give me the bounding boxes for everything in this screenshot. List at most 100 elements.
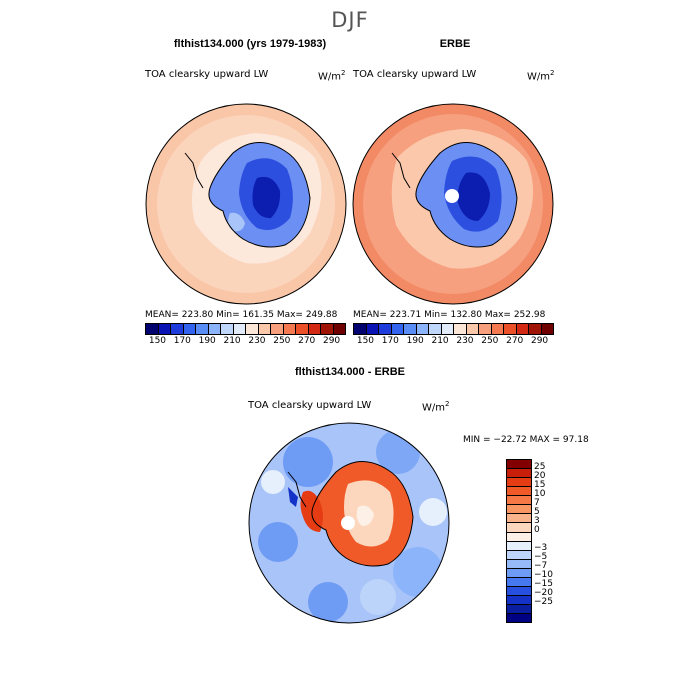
panel-title-diff: flthist134.000 - ERBE <box>294 366 406 378</box>
colorbar-tick-label: 210 <box>431 336 449 346</box>
colorbar-tick-label: 170 <box>173 336 191 346</box>
colorbar-swatch <box>183 324 196 334</box>
variable-label-diff: TOA clearsky upward LW <box>248 400 372 411</box>
units-label-obs: W/m2 <box>527 69 554 82</box>
colorbar-swatch <box>507 605 531 615</box>
colorbar-swatch <box>507 541 531 551</box>
colorbar-tick-label: 10 <box>534 489 546 499</box>
colorbar-model <box>145 323 346 335</box>
units-base: W/m <box>318 71 341 83</box>
colorbar-tick-label: 190 <box>198 336 216 346</box>
colorbar-swatch <box>507 532 531 542</box>
colorbar-swatch <box>454 324 467 334</box>
stats-model: MEAN= 223.80 Min= 161.35 Max= 249.88 <box>145 310 338 320</box>
colorbar-swatch <box>466 324 479 334</box>
colorbar-tick-label: 170 <box>381 336 399 346</box>
colorbar-swatch <box>283 324 296 334</box>
units-label-diff: W/m2 <box>422 400 449 413</box>
colorbar-tick-label: −7 <box>534 561 548 571</box>
colorbar-tick-label: 210 <box>223 336 241 346</box>
colorbar-swatch <box>429 324 442 334</box>
colorbar-swatch <box>404 324 417 334</box>
units-exponent: 2 <box>445 400 450 408</box>
colorbar-tick-label: 230 <box>248 336 266 346</box>
colorbar-swatch <box>366 324 379 334</box>
colorbar-swatch <box>516 324 529 334</box>
map-erbe <box>352 103 554 305</box>
colorbar-tick-label: −3 <box>534 543 548 553</box>
colorbar-tick-label: 7 <box>534 498 540 508</box>
colorbar-swatch <box>491 324 504 334</box>
colorbar-swatch <box>354 324 367 334</box>
colorbar-swatch <box>196 324 209 334</box>
panel-title-model: flthist134.000 (yrs 1979-1983) <box>173 38 327 50</box>
colorbar-swatch <box>479 324 492 334</box>
units-base: W/m <box>527 71 550 83</box>
colorbar-tick-label: 290 <box>322 336 341 346</box>
colorbar-swatch <box>333 324 345 334</box>
colorbar-swatch <box>171 324 184 334</box>
units-exponent: 2 <box>341 69 346 77</box>
colorbar-swatch <box>507 568 531 578</box>
colorbar-swatch <box>296 324 309 334</box>
colorbar-tick-label: 150 <box>356 336 375 346</box>
colorbar-swatch <box>158 324 171 334</box>
colorbar-erbe <box>353 323 554 335</box>
colorbar-swatch <box>507 595 531 605</box>
colorbar-swatch <box>507 550 531 560</box>
colorbar-tick-label: 270 <box>506 336 524 346</box>
colorbar-tick-label: 150 <box>148 336 167 346</box>
units-exponent: 2 <box>550 69 555 77</box>
colorbar-swatch <box>507 577 531 587</box>
colorbar-tick-label: 25 <box>534 462 546 472</box>
colorbar-tick-label: 290 <box>530 336 549 346</box>
colorbar-swatch <box>271 324 284 334</box>
colorbar-difference <box>506 459 532 623</box>
colorbar-tick-label: 20 <box>534 471 546 481</box>
panel-title-obs: ERBE <box>439 38 471 50</box>
colorbar-swatch <box>208 324 221 334</box>
colorbar-swatch <box>233 324 246 334</box>
colorbar-tick-label: −5 <box>534 552 548 562</box>
stats-erbe: MEAN= 223.71 Min= 132.80 Max= 252.98 <box>353 310 546 320</box>
variable-label-model: TOA clearsky upward LW <box>145 69 269 80</box>
colorbar-swatch <box>507 478 531 488</box>
colorbar-tick-label: −20 <box>534 588 553 598</box>
colorbar-swatch <box>507 487 531 497</box>
colorbar-swatch <box>246 324 259 334</box>
colorbar-swatch <box>321 324 334 334</box>
colorbar-swatch <box>507 523 531 533</box>
colorbar-swatch <box>416 324 429 334</box>
colorbar-tick-label: −25 <box>534 597 553 607</box>
season-title: DJF <box>331 8 369 32</box>
colorbar-swatch <box>529 324 542 334</box>
colorbar-swatch <box>507 586 531 596</box>
stats-diff: MIN = −22.72 MAX = 97.18 <box>463 435 589 445</box>
colorbar-tick-label: 250 <box>273 336 291 346</box>
variable-label-obs: TOA clearsky upward LW <box>353 69 477 80</box>
colorbar-swatch <box>504 324 517 334</box>
colorbar-swatch <box>258 324 271 334</box>
colorbar-swatch <box>146 324 159 334</box>
colorbar-swatch <box>507 469 531 479</box>
colorbar-swatch <box>441 324 454 334</box>
colorbar-tick-label: −15 <box>534 579 553 589</box>
colorbar-tick-label: 250 <box>481 336 499 346</box>
colorbar-tick-label: 5 <box>534 507 540 517</box>
units-label-model: W/m2 <box>318 69 345 82</box>
colorbar-swatch <box>221 324 234 334</box>
colorbar-tick-label: 3 <box>534 516 540 526</box>
colorbar-swatch <box>507 505 531 515</box>
colorbar-swatch <box>507 460 531 470</box>
units-base: W/m <box>422 402 445 414</box>
colorbar-tick-label: 190 <box>406 336 424 346</box>
colorbar-swatch <box>541 324 553 334</box>
colorbar-swatch <box>391 324 404 334</box>
colorbar-swatch <box>507 496 531 506</box>
map-model <box>145 103 347 305</box>
colorbar-swatch <box>308 324 321 334</box>
colorbar-tick-label: 230 <box>456 336 474 346</box>
colorbar-swatch <box>507 614 531 623</box>
colorbar-tick-label: 270 <box>298 336 316 346</box>
colorbar-swatch <box>507 514 531 524</box>
